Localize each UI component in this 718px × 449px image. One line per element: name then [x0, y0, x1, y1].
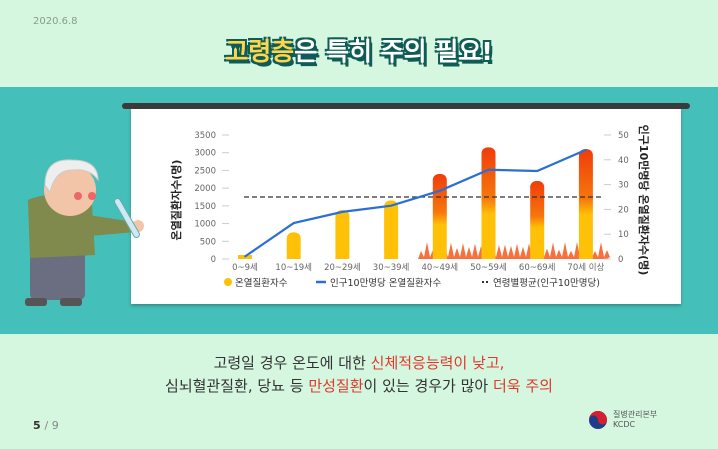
board-rod	[122, 103, 690, 109]
rate-point	[439, 190, 441, 192]
rate-point	[244, 255, 246, 258]
x-tick-label: 0~9세	[232, 263, 258, 273]
y-tick-label: 0	[211, 255, 216, 265]
taegeuk-logo-icon	[589, 411, 607, 429]
date: 2020.6.8	[33, 16, 78, 27]
y-tick-label: 1000	[194, 220, 216, 230]
x-tick-label: 30~39세	[373, 263, 410, 273]
page-title: 고령층은 특히 주의 필요!	[0, 32, 718, 68]
logo-name-en: KCDC	[613, 420, 636, 429]
bar	[432, 173, 447, 259]
caption-emphasis: 신체적응능력이 낮고,	[370, 354, 505, 372]
bar-base	[432, 255, 447, 259]
caption-line-2: 심뇌혈관질환, 당뇨 등 만성질환이 있는 경우가 많아 더욱 주의	[0, 375, 718, 398]
x-tick-label: 60~69세	[519, 263, 556, 273]
x-tick-label: 10~19세	[275, 263, 312, 273]
rate-point	[536, 170, 538, 172]
y2-tick-label: 10	[618, 230, 629, 240]
x-tick-label: 50~59세	[470, 263, 507, 273]
caption-text: 심뇌혈관질환, 당뇨 등	[165, 377, 309, 395]
rate-point	[292, 222, 295, 224]
legend-bar-label: 온열질환자수	[235, 277, 288, 289]
y2-tick-label: 0	[618, 255, 623, 265]
bar-base	[286, 255, 301, 259]
x-tick-label: 70세 이상	[567, 262, 604, 273]
caption-line-1: 고령일 경우 온도에 대한 신체적응능력이 낮고,	[0, 352, 718, 375]
rate-point	[585, 149, 587, 151]
caption-text: 고령일 경우 온도에 대한	[213, 354, 371, 372]
rate-point	[390, 204, 392, 207]
x-tick-label: 20~29세	[324, 263, 361, 273]
rate-point	[341, 211, 344, 213]
rate-point	[487, 168, 490, 171]
y-axis-label: 온열질환자수(명)	[169, 160, 183, 241]
y-tick-label: 2500	[194, 166, 216, 176]
bar	[335, 210, 350, 259]
bar	[578, 149, 593, 259]
page-current: 5	[33, 419, 41, 432]
bar	[481, 147, 496, 259]
bar-base	[578, 255, 593, 259]
y-tick-label: 3000	[194, 149, 216, 159]
legend: 온열질환자수 인구10만명당 온열질환자수 연령별평균(인구10만명당)	[224, 277, 600, 289]
page-total: / 9	[44, 419, 59, 432]
y2-tick-label: 40	[618, 156, 629, 166]
title-rest: 은 특히 주의 필요!	[294, 37, 493, 66]
caption: 고령일 경우 온도에 대한 신체적응능력이 낮고, 심뇌혈관질환, 당뇨 등 만…	[0, 352, 718, 398]
y2-axis-label: 인구10만명당 온열질환자수(명)	[637, 125, 651, 276]
y2-tick-label: 30	[618, 181, 629, 191]
legend-bar-swatch	[224, 278, 232, 286]
logo-name-ko: 질병관리본부	[613, 410, 658, 419]
legend-line-label: 인구10만명당 온열질환자수	[330, 277, 442, 289]
caption-emphasis: 만성질환	[308, 377, 364, 395]
x-tick-label: 40~49세	[422, 263, 459, 273]
y-tick-label: 3500	[194, 131, 216, 141]
caption-emphasis: 더욱 주의	[493, 377, 553, 395]
bar	[286, 232, 301, 259]
caption-text: 이 있는 경우가 많아	[363, 377, 493, 395]
bar-base	[335, 255, 350, 259]
bar	[384, 200, 399, 259]
y-tick-label: 500	[200, 237, 216, 247]
page-indicator: 5 / 9	[33, 419, 59, 432]
rate-line	[244, 148, 587, 258]
bar-base	[384, 255, 399, 259]
y2-tick-label: 50	[618, 131, 629, 141]
title-highlight: 고령층	[225, 37, 295, 66]
bar	[530, 181, 545, 259]
y-tick-label: 2000	[194, 184, 216, 194]
kcdc-logo: 질병관리본부 KCDC	[588, 410, 657, 430]
legend-average-label: 연령별평균(인구10만명당)	[493, 277, 600, 289]
bar-base	[530, 255, 545, 259]
bar-base	[481, 255, 496, 259]
old-man-illustration	[25, 159, 144, 306]
y2-tick-label: 20	[618, 205, 629, 215]
y-tick-label: 1500	[194, 202, 216, 212]
